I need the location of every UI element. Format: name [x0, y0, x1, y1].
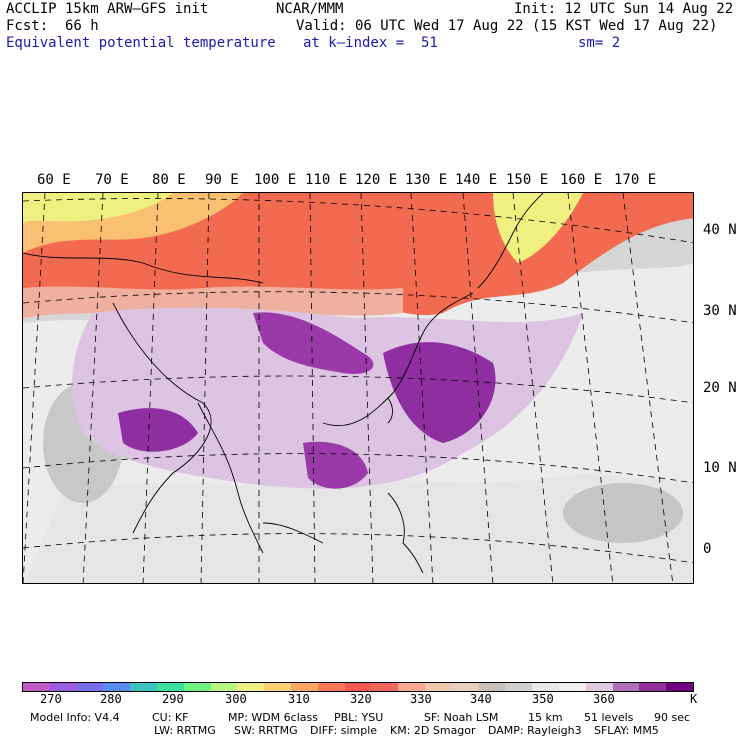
colorbar-swatch [183, 683, 211, 691]
colorbar-swatch [103, 683, 131, 691]
footer-pbl: PBL: YSU [334, 711, 384, 724]
field-deep-purple [118, 408, 198, 452]
field-deep-purple [303, 441, 368, 489]
lon-label: 160 E [560, 172, 603, 188]
colorbar-tick: 320 [350, 692, 372, 706]
footer-sw: SW: RRTMG [234, 724, 298, 737]
lon-label: 140 E [455, 172, 498, 188]
map-canvas [23, 193, 693, 583]
lat-label: 0 [703, 541, 712, 557]
lon-label: 100 E [254, 172, 297, 188]
footer-cu: CU: KF [152, 711, 189, 724]
footer-levels: 51 levels [584, 711, 634, 724]
lon-label: 170 E [614, 172, 657, 188]
smoothing-label: sm= 2 [578, 35, 621, 51]
colorbar-swatch [130, 683, 157, 691]
map-panel [22, 192, 694, 584]
colorbar-swatch [290, 683, 318, 691]
level-index: at k–index = 51 [303, 35, 438, 51]
footer-diff: DIFF: simple [310, 724, 378, 737]
footer-sflay: SFLAY: MM5 [594, 724, 659, 737]
lon-label: 130 E [405, 172, 448, 188]
colorbar-swatch [666, 683, 693, 691]
field-salmon-band [23, 286, 403, 318]
lon-label: 110 E [305, 172, 348, 188]
footer-resolution: 15 km [528, 711, 563, 724]
colorbar-swatch [398, 683, 425, 691]
colorbar-swatch [317, 683, 345, 691]
org-label: NCAR/MMM [276, 1, 344, 17]
lon-label: 150 E [506, 172, 549, 188]
colorbar-tick: 340 [470, 692, 492, 706]
footer-timestep: 90 sec [654, 711, 691, 724]
colorbar-swatch [532, 683, 559, 691]
footer-model-info: Model Info: V4.4 [30, 711, 120, 724]
colorbar-swatch [451, 683, 479, 691]
colorbar-swatch [76, 683, 104, 691]
footer-lw: LW: RRTMG [154, 724, 216, 737]
colorbar-tick: 350 [532, 692, 554, 706]
field-grey-patch [563, 483, 683, 543]
field-tropical-grey [23, 473, 693, 583]
lat-label: 10 N [703, 460, 737, 476]
footer-sf: SF: Noah LSM [424, 711, 499, 724]
footer-mp: MP: WDM 6class [228, 711, 318, 724]
colorbar-swatch [371, 683, 399, 691]
colorbar-swatch [156, 683, 184, 691]
colorbar-tick: 290 [162, 692, 184, 706]
lon-label: 60 E [37, 172, 71, 188]
colorbar-swatch [505, 683, 533, 691]
colorbar-unit: K [690, 692, 698, 706]
colorbar-swatch [558, 683, 586, 691]
valid-time: Valid: 06 UTC Wed 17 Aug 22 (15 KST Wed … [296, 18, 718, 34]
colorbar-swatch [23, 683, 50, 691]
field-name: Equivalent potential temperature [6, 35, 276, 51]
lat-label: 20 N [703, 380, 737, 396]
colorbar-swatch [237, 683, 265, 691]
colorbar-swatch [49, 683, 77, 691]
field-yellow-north [23, 193, 173, 223]
colorbar-swatch [210, 683, 238, 691]
colorbar-tick: 280 [100, 692, 122, 706]
colorbar-tick: 270 [40, 692, 62, 706]
field-yellow-northeast [493, 193, 583, 263]
footer-km: KM: 2D Smagor [390, 724, 476, 737]
forecast-hours: 66 h [65, 18, 99, 34]
colorbar-swatch [424, 683, 452, 691]
colorbar [22, 682, 694, 692]
lat-label: 40 N [703, 222, 737, 238]
colorbar-swatch [264, 683, 291, 691]
colorbar-tick: 300 [225, 692, 247, 706]
lat-label: 30 N [703, 303, 737, 319]
lon-label: 70 E [95, 172, 129, 188]
init-time: Init: 12 UTC Sun 14 Aug 22 [514, 1, 734, 17]
colorbar-tick: 330 [410, 692, 432, 706]
colorbar-swatch [478, 683, 506, 691]
lon-label: 90 E [205, 172, 239, 188]
colorbar-tick: 310 [288, 692, 310, 706]
footer-damp: DAMP: Rayleigh3 [488, 724, 582, 737]
lon-label: 120 E [355, 172, 398, 188]
field-deep-purple [253, 312, 374, 374]
model-title: ACCLIP 15km ARW–GFS init [6, 1, 209, 17]
coastlines [23, 193, 544, 574]
lon-label: 80 E [152, 172, 186, 188]
colorbar-swatch [639, 683, 667, 691]
colorbar-swatch [585, 683, 613, 691]
colorbar-swatch [612, 683, 640, 691]
forecast-label: Fcst: [6, 18, 49, 34]
field-deep-purple [383, 342, 496, 443]
colorbar-swatch [344, 683, 372, 691]
colorbar-tick: 360 [593, 692, 615, 706]
